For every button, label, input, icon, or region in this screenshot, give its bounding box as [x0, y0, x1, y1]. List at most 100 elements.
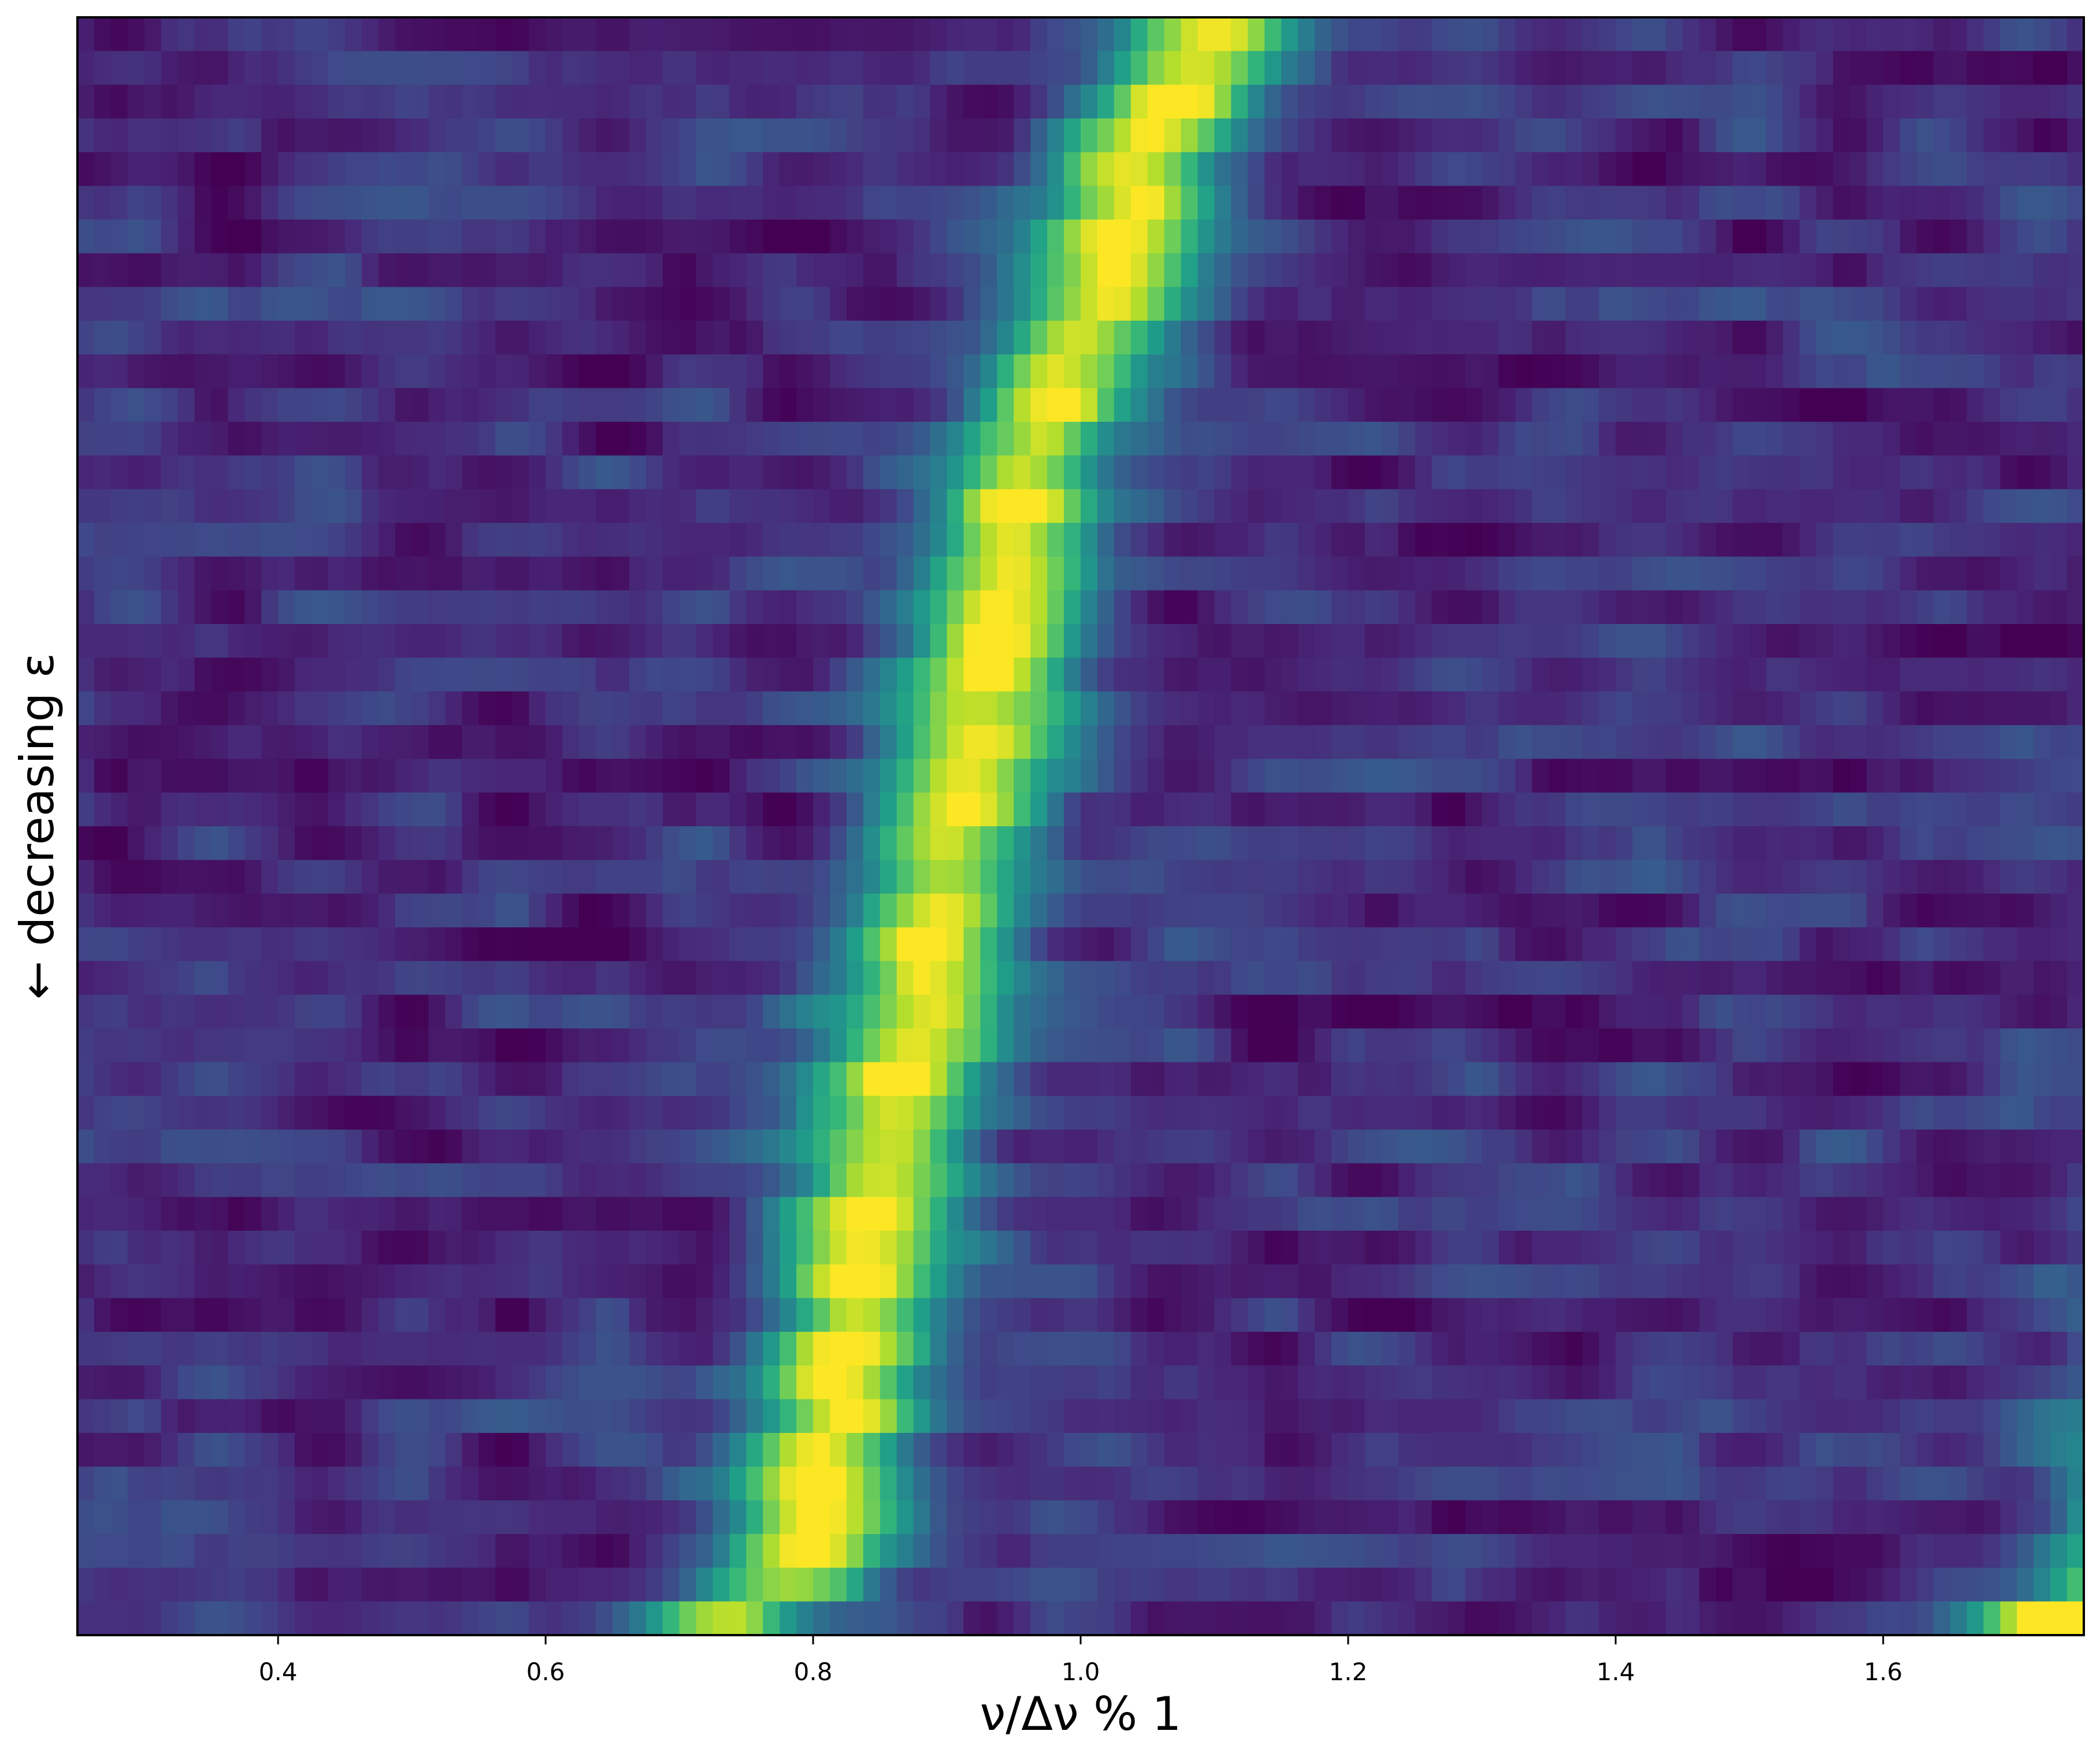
heatmap-cell	[1248, 927, 1265, 961]
heatmap-cell	[1498, 1130, 1516, 1164]
heatmap-cell	[1331, 1264, 1349, 1299]
heatmap-cell	[612, 1197, 630, 1231]
heatmap-cell	[1783, 927, 1800, 961]
heatmap-cell	[328, 523, 346, 557]
heatmap-cell	[1732, 422, 1750, 456]
heatmap-cell	[328, 152, 346, 187]
heatmap-cell	[1883, 1062, 1901, 1097]
heatmap-cell	[1632, 1028, 1650, 1063]
heatmap-row	[77, 826, 2084, 860]
heatmap-cell	[1081, 455, 1098, 490]
heatmap-cell	[746, 1130, 763, 1164]
heatmap-cell	[1515, 523, 1533, 557]
heatmap-cell	[947, 893, 964, 928]
heatmap-cell	[1214, 624, 1231, 658]
heatmap-cell	[1147, 253, 1165, 288]
heatmap-cell	[913, 961, 931, 996]
heatmap-cell	[1482, 1197, 1499, 1231]
heatmap-cell	[947, 860, 964, 894]
heatmap-cell	[261, 556, 279, 591]
heatmap-cell	[746, 17, 763, 51]
heatmap-cell	[2017, 725, 2034, 759]
heatmap-cell	[1264, 1365, 1282, 1400]
heatmap-cell	[645, 556, 663, 591]
heatmap-cell	[2034, 1264, 2051, 1299]
heatmap-cell	[679, 1298, 697, 1332]
heatmap-cell	[913, 185, 931, 220]
heatmap-cell	[930, 220, 948, 254]
heatmap-cell	[1732, 1028, 1750, 1063]
heatmap-cell	[1749, 994, 1767, 1029]
heatmap-cell	[211, 994, 228, 1029]
heatmap-cell	[579, 489, 596, 523]
heatmap-cell	[1749, 1095, 1767, 1130]
heatmap-cell	[1298, 792, 1315, 827]
heatmap-cell	[1899, 185, 1917, 220]
heatmap-cell	[445, 1130, 463, 1164]
heatmap-cell	[1916, 1163, 1934, 1198]
heatmap-cell	[127, 152, 145, 187]
heatmap-cell	[1398, 51, 1416, 86]
heatmap-cell	[696, 118, 714, 153]
heatmap-cell	[746, 860, 763, 894]
heatmap-cell	[1448, 826, 1466, 860]
heatmap-cell	[194, 152, 212, 187]
heatmap-cell	[244, 185, 262, 220]
heatmap-cell	[595, 455, 613, 490]
heatmap-cell	[328, 1332, 346, 1366]
heatmap-cell	[1181, 287, 1199, 321]
heatmap-cell	[746, 84, 763, 119]
heatmap-cell	[1883, 253, 1901, 288]
heatmap-cell	[2017, 1095, 2034, 1130]
heatmap-cell	[428, 1163, 446, 1198]
heatmap-cell	[780, 489, 797, 523]
heatmap-cell	[395, 422, 413, 456]
heatmap-cell	[1214, 1332, 1231, 1366]
heatmap-cell	[1498, 220, 1516, 254]
heatmap-cell	[361, 152, 379, 187]
heatmap-cell	[1682, 1062, 1700, 1097]
heatmap-cell	[1916, 1264, 1934, 1299]
heatmap-cell	[1047, 725, 1064, 759]
heatmap-cell	[1615, 1028, 1633, 1063]
heatmap-cell	[1565, 1231, 1583, 1265]
heatmap-cell	[880, 658, 897, 692]
heatmap-cell	[729, 489, 747, 523]
heatmap-cell	[1231, 691, 1248, 726]
heatmap-cell	[344, 321, 362, 355]
heatmap-cell	[1197, 725, 1215, 759]
heatmap-cell	[1866, 1163, 1884, 1198]
heatmap-cell	[1147, 118, 1165, 153]
heatmap-cell	[1632, 725, 1650, 759]
heatmap-cell	[127, 17, 145, 51]
heatmap-cell	[177, 84, 195, 119]
heatmap-cell	[645, 1028, 663, 1063]
heatmap-cell	[278, 1399, 295, 1433]
heatmap-cell	[1298, 1095, 1315, 1130]
heatmap-cell	[1064, 961, 1081, 996]
heatmap-cell	[1967, 455, 1984, 490]
heatmap-cell	[1816, 725, 1834, 759]
heatmap-cell	[411, 994, 429, 1029]
heatmap-cell	[1431, 220, 1449, 254]
heatmap-cell	[2000, 556, 2017, 591]
heatmap-cell	[1147, 388, 1165, 422]
heatmap-cell	[295, 826, 312, 860]
heatmap-cell	[244, 994, 262, 1029]
heatmap-cell	[1532, 994, 1549, 1029]
heatmap-cell	[1833, 220, 1850, 254]
heatmap-cell	[1415, 388, 1433, 422]
heatmap-cell	[2017, 961, 2034, 996]
heatmap-cell	[1081, 658, 1098, 692]
heatmap-cell	[1248, 152, 1265, 187]
heatmap-cell	[495, 17, 513, 51]
heatmap-cell	[1665, 17, 1683, 51]
heatmap-cell	[1130, 118, 1148, 153]
heatmap-cell	[161, 118, 179, 153]
heatmap-cell	[1081, 927, 1098, 961]
heatmap-cell	[1064, 1163, 1081, 1198]
heatmap-cell	[1331, 624, 1349, 658]
heatmap-cell	[1532, 1332, 1549, 1366]
heatmap-cell	[378, 1399, 396, 1433]
heatmap-cell	[328, 1163, 346, 1198]
